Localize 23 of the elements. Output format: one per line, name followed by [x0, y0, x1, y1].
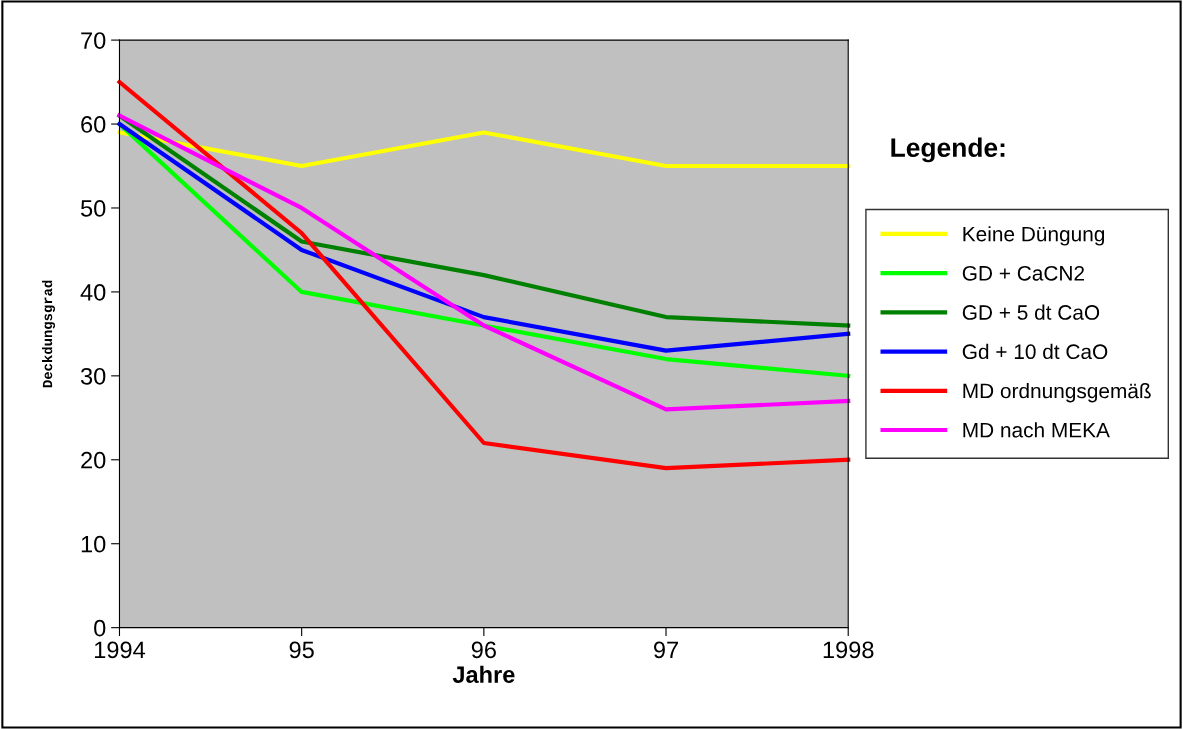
y-tick-label: 60 [81, 116, 106, 133]
x-tick-label: 96 [471, 641, 496, 659]
x-tick-label: 1994 [95, 641, 146, 659]
y-tick-label: 30 [80, 367, 106, 385]
x-axis-title: Jahre [452, 665, 515, 683]
legend-label: GD + 5 dt CaO [962, 304, 1100, 320]
legend-title: Legende: [891, 137, 1005, 163]
y-axis-title: Deckdungsgrad [42, 280, 56, 388]
x-tick-label: 1998 [823, 641, 874, 659]
legend-label: Gd + 10 dt CaO [962, 343, 1108, 360]
x-tick-label: 97 [654, 641, 678, 659]
legend-label: MD nach MEKA [963, 422, 1110, 438]
legend-label: MD ordnungsgemäß [963, 382, 1151, 403]
y-tick-label: 0 [94, 619, 106, 637]
line-series [117, 79, 851, 471]
y-tick-label: 20 [81, 451, 106, 469]
y-tick-label: 70 [81, 32, 106, 49]
y-tick-label: 50 [80, 200, 106, 217]
y-tick-label: 10 [81, 535, 106, 553]
y-tick-label: 40 [80, 283, 106, 301]
x-tick-label: 95 [289, 641, 314, 659]
legend-label: Keine Düngung [963, 226, 1105, 246]
legend-label: GD + CaCN2 [962, 265, 1084, 281]
